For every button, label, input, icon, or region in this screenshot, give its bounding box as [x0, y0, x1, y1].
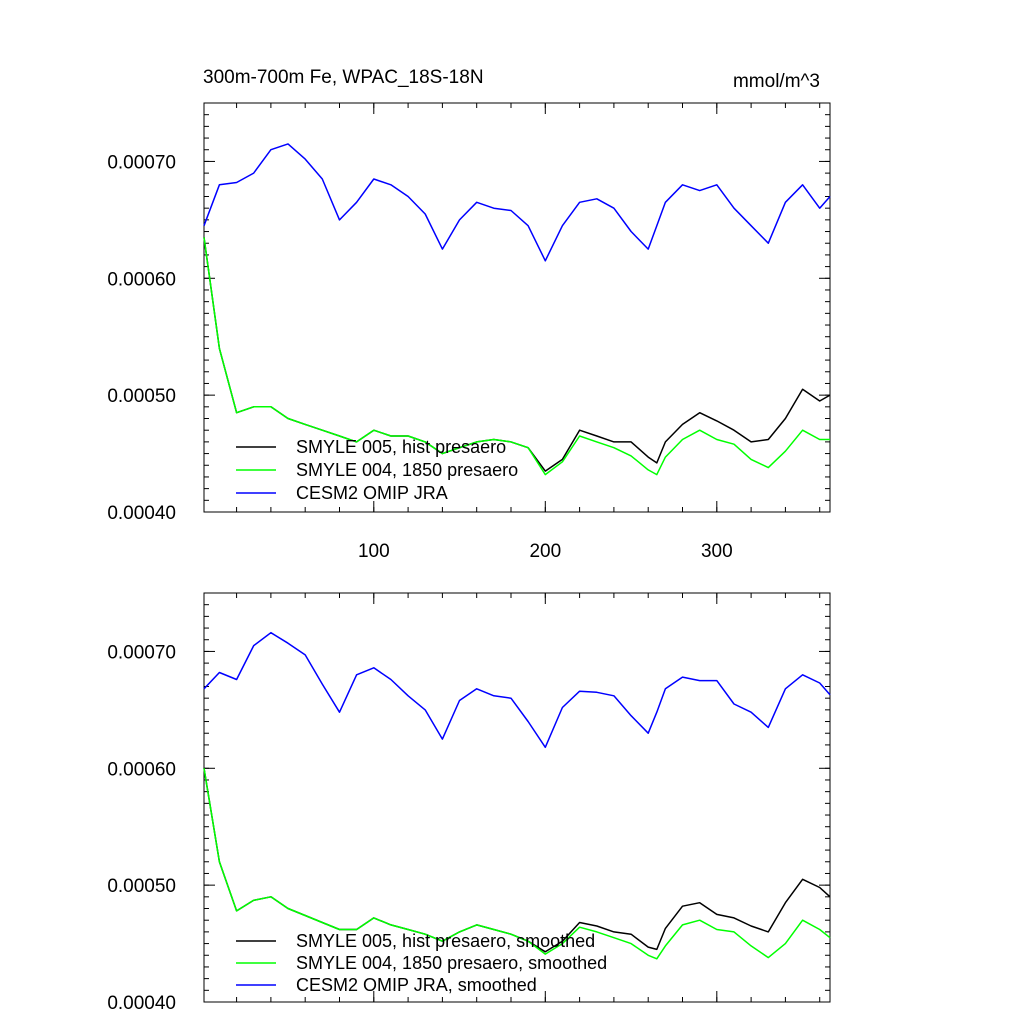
plot-area: 0.00040 0.00050 0.00060 0.00070 100 200 300 — [107, 102, 831, 562]
legend-label-cesm2: CESM2 OMIP JRA — [296, 483, 448, 503]
panel-top: 300m-700m Fe, WPAC_18S-18N mmol/m^3 0.00… — [107, 67, 831, 562]
legend-label-smyle-004: SMYLE 004, 1850 presaero — [296, 460, 518, 480]
legend-label-smyle-005-smoothed: SMYLE 005, hist presaero, smoothed — [296, 931, 595, 951]
series-line-smyle-005-hist-presaero-smoothed — [203, 768, 831, 953]
legend: SMYLE 005, hist presaero SMYLE 004, 1850… — [236, 437, 518, 503]
panel-bottom: 0.00040 0.00050 0.00060 0.00070 SMYLE 005, … — [107, 592, 831, 1014]
legend-label-smyle-005: SMYLE 005, hist presaero — [296, 437, 506, 457]
y-tick-label: 0.00050 — [107, 876, 176, 897]
legend: SMYLE 005, hist presaero, smoothed SMYLE… — [236, 931, 607, 995]
units-label: mmol/m^3 — [733, 71, 820, 92]
chart-title: 300m-700m Fe, WPAC_18S-18N — [203, 67, 484, 88]
y-tick-label: 0.00060 — [107, 269, 176, 290]
plot-frame — [203, 592, 831, 1003]
y-tick-label: 0.00060 — [107, 759, 176, 780]
y-tick-label: 0.00050 — [107, 386, 176, 407]
plot-frame — [203, 102, 831, 513]
series-line-cesm2-omip-jra-smoothed — [203, 631, 831, 749]
series-line-smyle-004-1850-presaero-smoothed — [203, 768, 831, 960]
series-line-smyle-004-1850-presaero — [203, 237, 830, 476]
x-tick-label: 300 — [701, 541, 733, 562]
legend-label-cesm2-smoothed: CESM2 OMIP JRA, smoothed — [296, 975, 537, 995]
legend-label-smyle-004-smoothed: SMYLE 004, 1850 presaero, smoothed — [296, 953, 607, 973]
plot-area: 0.00040 0.00050 0.00060 0.00070 — [107, 592, 831, 1014]
y-tick-label: 0.00070 — [107, 642, 176, 663]
series-line-cesm2-omip-jra — [203, 143, 831, 262]
x-tick-label: 100 — [358, 541, 390, 562]
y-tick-label: 0.00070 — [107, 152, 176, 173]
x-tick-label: 200 — [529, 541, 561, 562]
y-tick-label: 0.00040 — [107, 503, 176, 524]
y-tick-label: 0.00040 — [107, 993, 176, 1014]
